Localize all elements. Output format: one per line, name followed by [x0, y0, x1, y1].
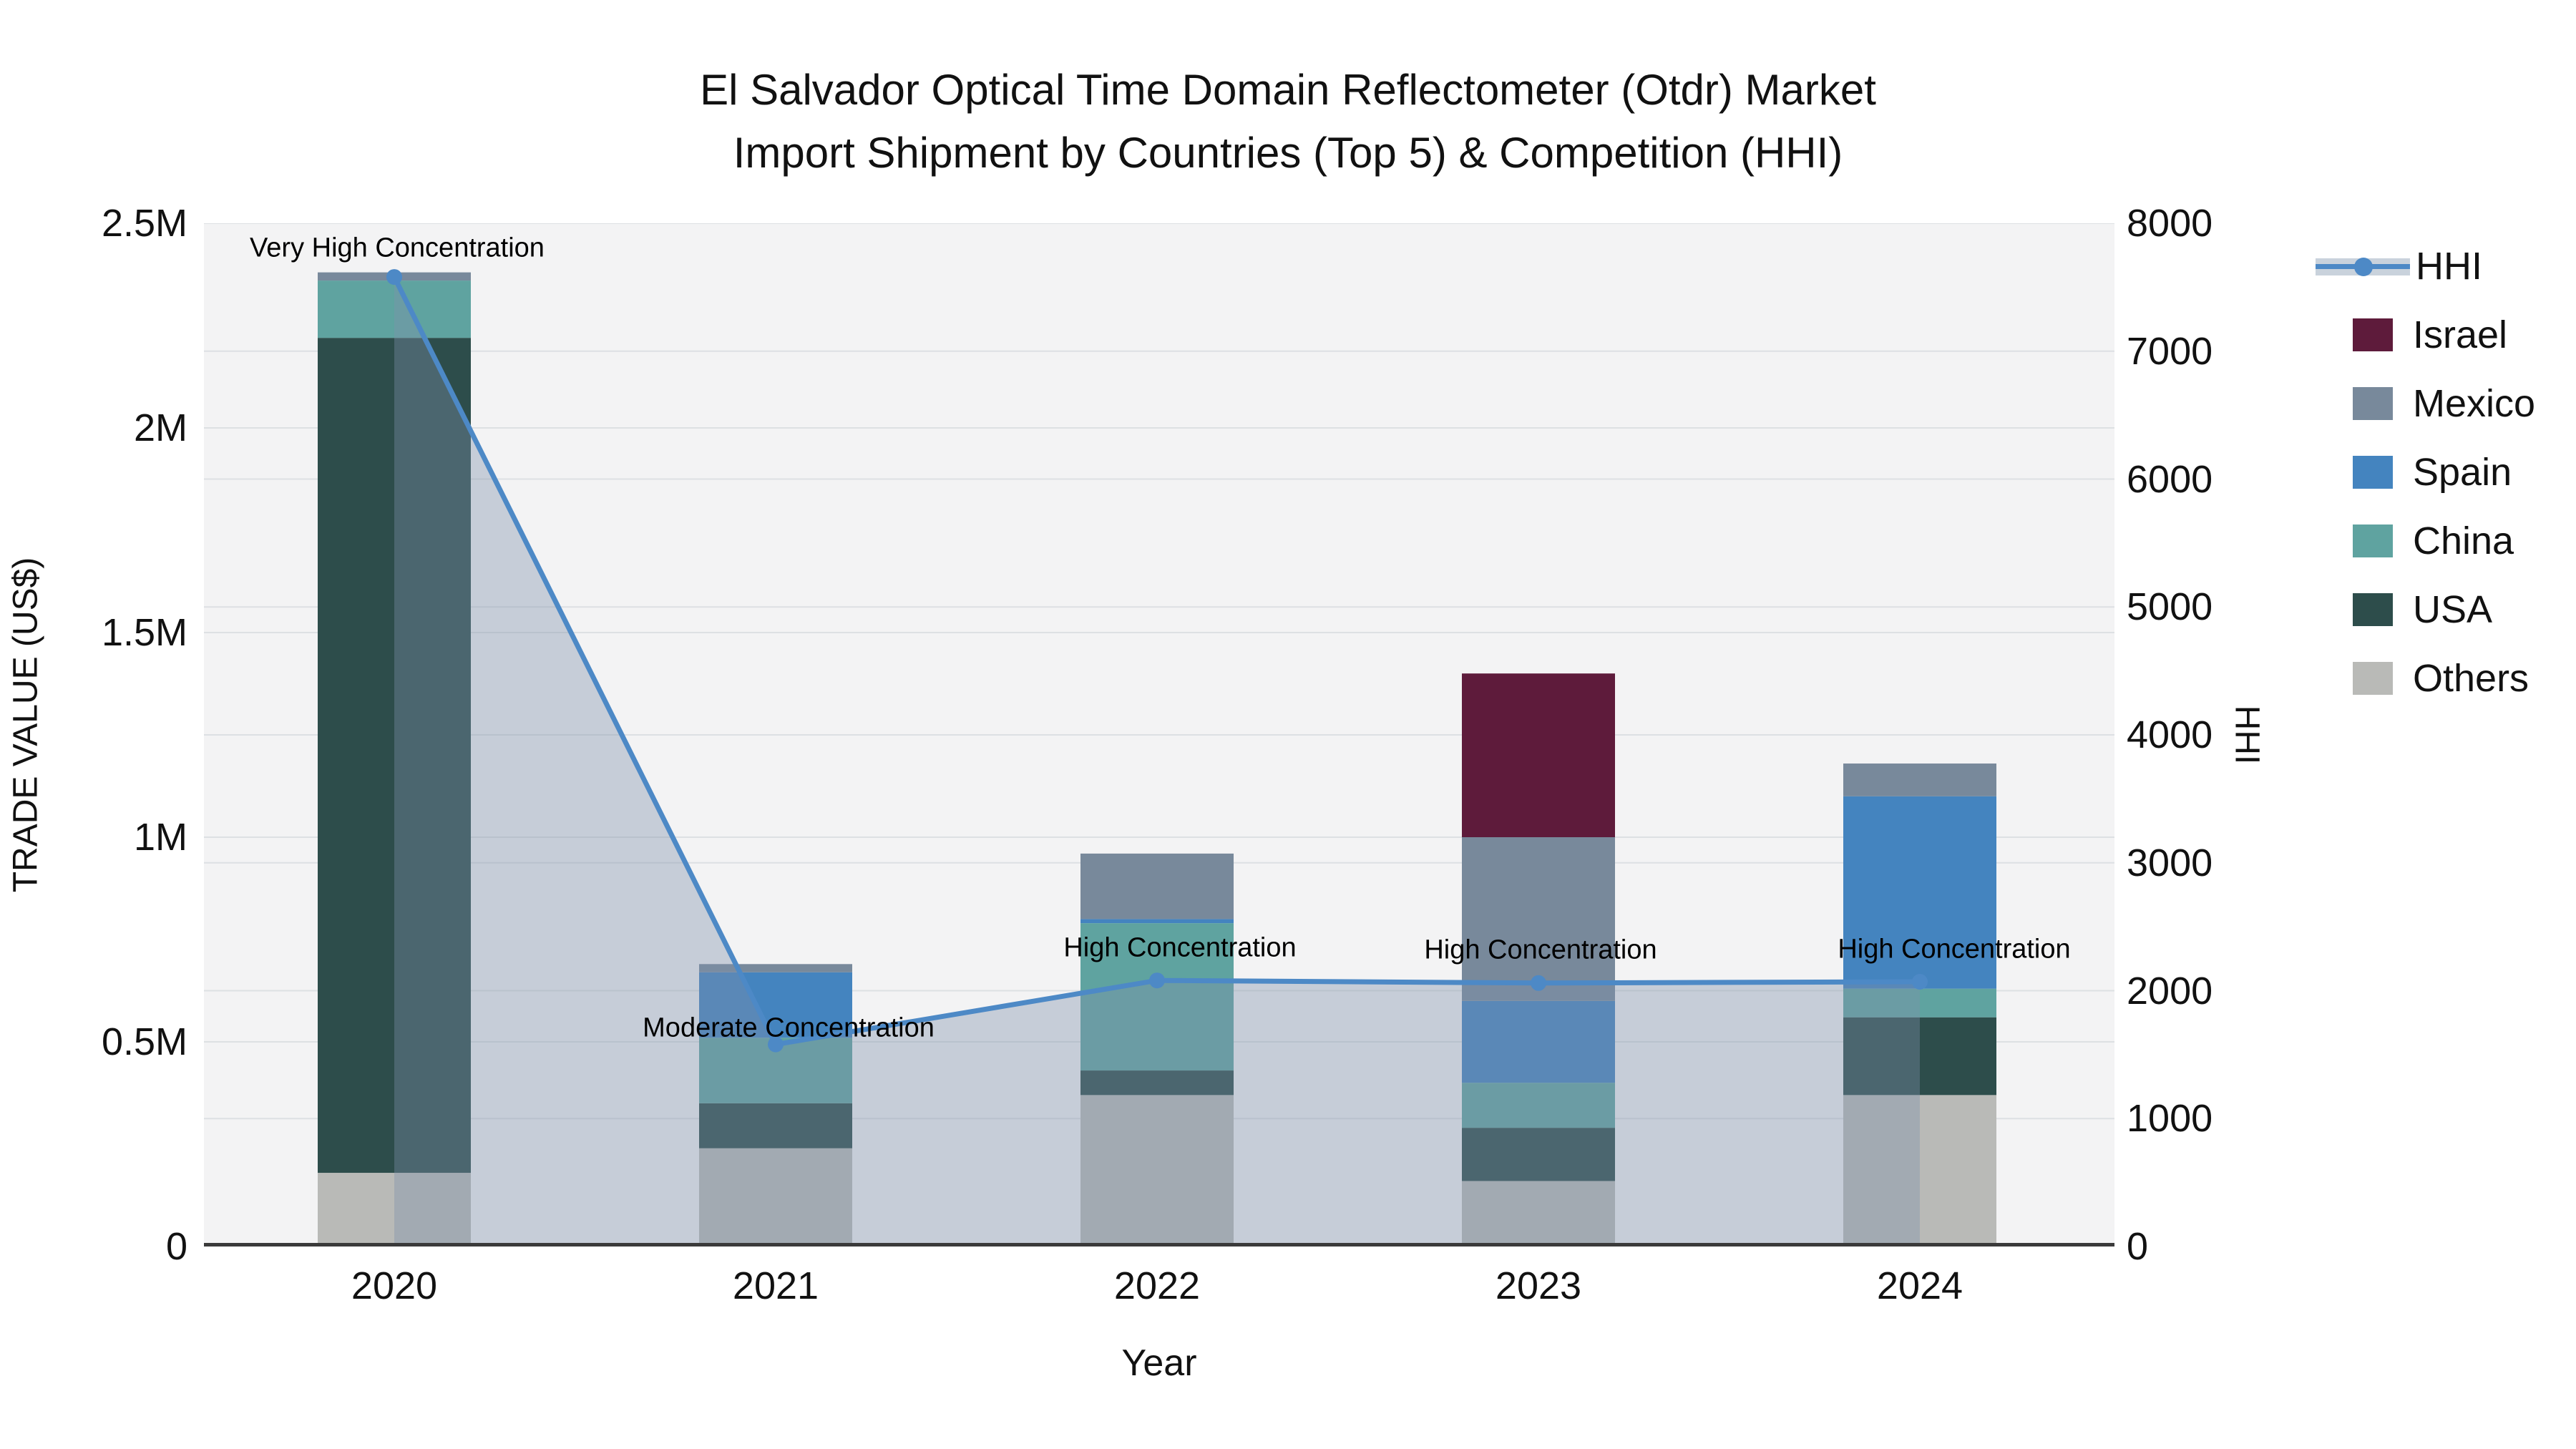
hhi-marker-2024	[1912, 973, 1928, 990]
bar-segment-2024-Mexico	[1843, 763, 1996, 796]
legend: HHI Israel Mexico Spain China USA Others	[2316, 232, 2535, 713]
y-axis-label-right: HHI	[2228, 705, 2266, 765]
legend-label-others: Others	[2413, 657, 2529, 700]
legend-swatch-spain	[2353, 456, 2393, 489]
chart-title-line2: Import Shipment by Countries (Top 5) & C…	[733, 129, 1843, 177]
legend-item-usa: USA	[2316, 575, 2535, 644]
bar-segment-2020-USA	[318, 338, 471, 1174]
chart-title: El Salvador Optical Time Domain Reflecto…	[0, 59, 2576, 185]
legend-hhi-line-icon	[2316, 250, 2410, 283]
legend-swatch-china	[2353, 525, 2393, 557]
bar-segment-2021-USA	[699, 1103, 852, 1148]
y-left-tick-0: 0	[165, 1225, 187, 1268]
y-left-tick-0.5M: 0.5M	[101, 1020, 187, 1063]
annotation-2021: Moderate Concentration	[643, 1013, 935, 1043]
x-tick-2022: 2022	[1113, 1264, 1201, 1307]
legend-item-israel: Israel	[2316, 301, 2535, 369]
bar-segment-2024-USA	[1843, 1017, 1996, 1096]
legend-label-spain: Spain	[2413, 451, 2512, 494]
bar-segment-2021-Mexico	[699, 964, 852, 972]
plot-area	[204, 223, 2114, 1246]
bar-segment-2023-Israel	[1462, 673, 1615, 837]
legend-swatch-mexico	[2353, 387, 2393, 420]
annotation-2024: High Concentration	[1838, 934, 2071, 965]
bar-segment-2023-Others	[1462, 1181, 1615, 1246]
hhi-marker-2023	[1531, 975, 1546, 991]
legend-swatch-israel	[2353, 318, 2393, 351]
legend-item-china: China	[2316, 507, 2535, 575]
legend-swatch-others	[2353, 662, 2393, 695]
bar-segment-2023-China	[1462, 1083, 1615, 1128]
chart-canvas	[204, 223, 2114, 1246]
bar-segment-2021-Others	[699, 1148, 852, 1246]
legend-item-hhi: HHI	[2316, 232, 2535, 301]
bar-segment-2020-Others	[318, 1173, 471, 1246]
bar-segment-2022-USA	[1080, 1070, 1234, 1096]
x-tick-2021: 2021	[732, 1264, 819, 1307]
bar-segment-2024-China	[1843, 988, 1996, 1018]
y-left-tick-1.5M: 1.5M	[101, 611, 187, 654]
bar-segment-2023-Mexico	[1462, 837, 1615, 1001]
bar-segment-2023-Spain	[1462, 1000, 1615, 1083]
y-left-tick-2.5M: 2.5M	[101, 202, 187, 245]
x-tick-2023: 2023	[1495, 1264, 1582, 1307]
bar-segment-2022-Mexico	[1080, 853, 1234, 919]
bar-segment-2022-Spain	[1080, 919, 1234, 924]
bar-segment-2022-China	[1080, 923, 1234, 1071]
legend-label-hhi: HHI	[2416, 245, 2482, 288]
legend-label-usa: USA	[2413, 588, 2493, 631]
y-right-tick-6000: 6000	[2127, 457, 2213, 501]
legend-label-israel: Israel	[2413, 313, 2508, 356]
chart-title-line1: El Salvador Optical Time Domain Reflecto…	[700, 66, 1876, 114]
legend-item-others: Others	[2316, 644, 2535, 713]
y-right-tick-8000: 8000	[2127, 202, 2213, 245]
x-axis-label: Year	[1121, 1342, 1197, 1384]
bar-segment-2020-China	[318, 280, 471, 338]
legend-item-spain: Spain	[2316, 438, 2535, 507]
bar-segment-2024-Others	[1843, 1095, 1996, 1246]
hhi-area-fill	[394, 277, 1920, 1246]
y-right-tick-4000: 4000	[2127, 713, 2213, 756]
legend-label-china: China	[2413, 519, 2514, 562]
annotation-2022: High Concentration	[1063, 932, 1297, 963]
x-tick-2024: 2024	[1876, 1264, 1963, 1307]
y-right-tick-0: 0	[2127, 1225, 2149, 1268]
hhi-marker-2020	[386, 269, 402, 286]
annotation-2023: High Concentration	[1424, 935, 1657, 965]
y-left-tick-1M: 1M	[133, 816, 187, 859]
y-right-tick-5000: 5000	[2127, 585, 2213, 629]
annotation-2020: Very High Concentration	[250, 233, 545, 263]
y-left-tick-2M: 2M	[133, 406, 187, 449]
y-right-tick-1000: 1000	[2127, 1097, 2213, 1141]
bar-segment-2021-Spain	[699, 972, 852, 1038]
bar-segment-2022-Others	[1080, 1095, 1234, 1246]
y-right-tick-7000: 7000	[2127, 329, 2213, 373]
y-right-tick-3000: 3000	[2127, 841, 2213, 884]
hhi-marker-2022	[1149, 972, 1165, 989]
hhi-marker-2021	[768, 1036, 784, 1053]
legend-item-mexico: Mexico	[2316, 369, 2535, 438]
legend-swatch-usa	[2353, 593, 2393, 626]
x-tick-2020: 2020	[351, 1264, 438, 1307]
y-right-tick-2000: 2000	[2127, 969, 2213, 1013]
bar-segment-2023-USA	[1462, 1128, 1615, 1181]
bar-segment-2024-Spain	[1843, 796, 1996, 989]
legend-label-mexico: Mexico	[2413, 382, 2536, 425]
